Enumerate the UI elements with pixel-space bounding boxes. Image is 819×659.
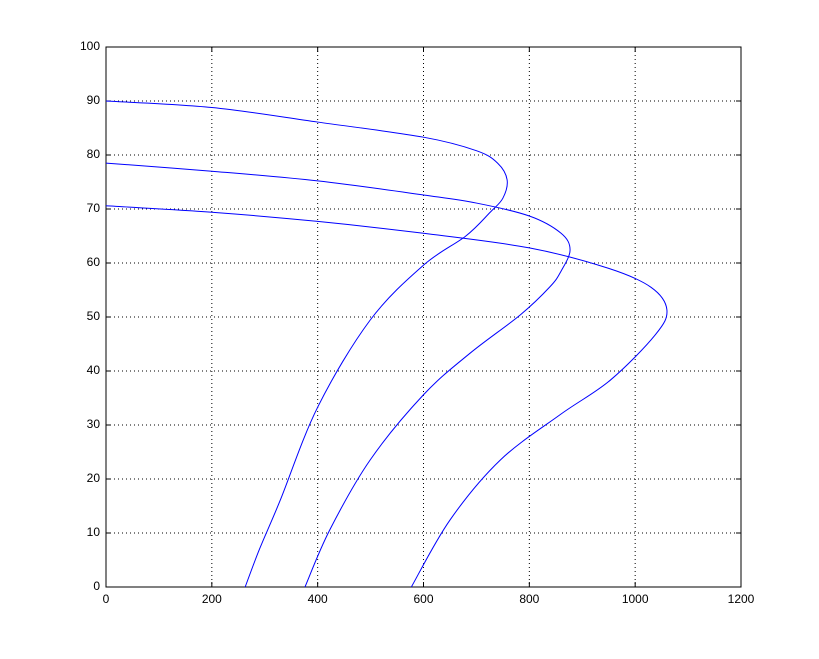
x-tick-label: 0 [103,592,110,606]
y-tick-label: 10 [87,525,101,539]
y-tick-label: 0 [93,579,100,593]
x-tick-label: 1200 [728,592,755,606]
y-tick-label: 60 [87,255,101,269]
y-tick-label: 40 [87,363,101,377]
x-tick-label: 200 [202,592,222,606]
line-series [105,162,571,588]
y-tick-label: 80 [87,147,101,161]
x-tick-label: 600 [413,592,433,606]
y-tick-label: 20 [87,471,101,485]
y-tick-label: 30 [87,417,101,431]
y-tick-label: 90 [87,93,101,107]
plot-frame [105,46,742,588]
y-tick-label: 100 [80,39,100,53]
line-series [105,100,508,588]
x-tick-label: 800 [519,592,539,606]
x-tick-label: 400 [308,592,328,606]
line-series [105,205,668,588]
y-tick-label: 50 [87,309,101,323]
y-tick-label: 70 [87,201,101,215]
x-tick-label: 1000 [622,592,649,606]
